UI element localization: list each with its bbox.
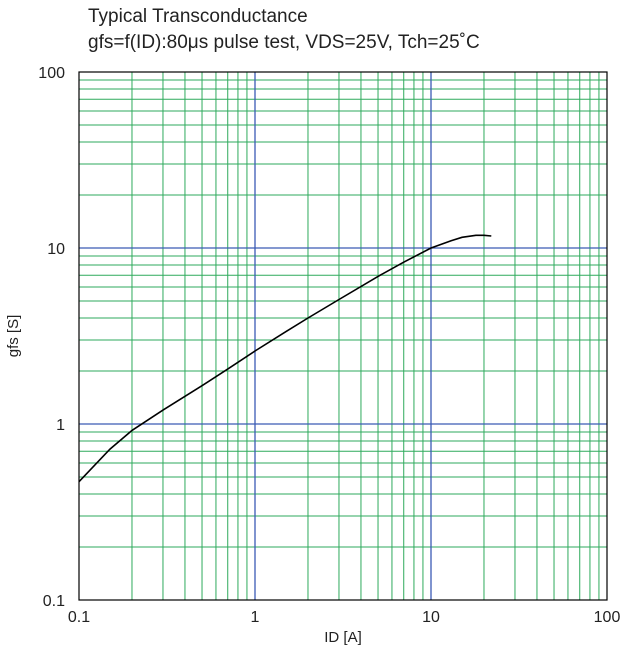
x-tick-label: 0.1 [68, 609, 90, 626]
chart-title: Typical Transconductance [88, 6, 308, 27]
y-axis-label: gfs [S] [5, 315, 22, 358]
y-tick-label: 0.1 [43, 593, 65, 610]
series-line [78, 234, 492, 483]
x-tick-labels: 0.1 1 10 100 [68, 609, 621, 626]
x-axis-label: ID [A] [324, 629, 362, 646]
x-tick-label: 10 [422, 609, 440, 626]
x-tick-label: 100 [594, 609, 621, 626]
y-tick-label: 10 [47, 241, 65, 258]
y-tick-label: 1 [56, 417, 65, 434]
y-tick-labels: 0.1 1 10 100 [38, 65, 65, 610]
plot-frame [78, 71, 608, 601]
major-grid [79, 72, 607, 600]
y-tick-label: 100 [38, 65, 65, 82]
chart-subtitle: gfs=f(ID):80μs pulse test, VDS=25V, Tch=… [88, 32, 480, 53]
minor-grid [79, 72, 607, 600]
x-tick-label: 1 [251, 609, 260, 626]
